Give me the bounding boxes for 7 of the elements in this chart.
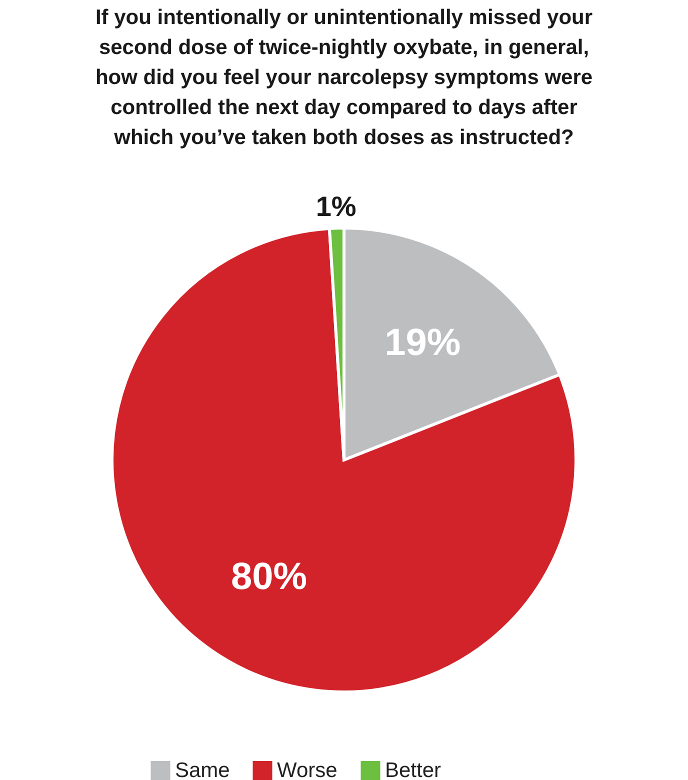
data-label: 1% bbox=[316, 191, 356, 222]
legend-label: Worse bbox=[277, 758, 338, 780]
legend-label: Same bbox=[175, 758, 230, 780]
data-label: 80% bbox=[230, 556, 308, 598]
chart-title: If you intentionally or unintentionally missed your second dose of twice-nightly oxybate, in general, how did you feel your narcolepsy symptoms were controlled the next day compared to days after which you’ve taken both doses as instructed? bbox=[95, 6, 593, 150]
legend-label: Better bbox=[385, 758, 442, 780]
data-label: 19% bbox=[384, 322, 461, 364]
